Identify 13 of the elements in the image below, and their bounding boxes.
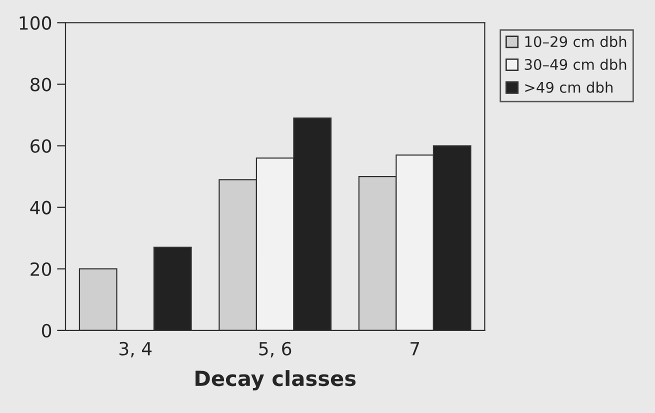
x-axis-title: Decay classes [196,370,356,390]
y-tick-label: 60 [30,139,52,153]
x-tick-label: 5, 6 [259,342,292,358]
x-tick-label: 3, 4 [120,342,152,358]
legend-label: >49 cm dbh [525,82,612,93]
y-tick-label: 20 [30,262,52,276]
y-tick-label: 80 [30,78,52,92]
y-tick-label: 0 [42,324,52,338]
x-tick-label: 7 [410,342,420,356]
legend-label: 10–29 cm dbh [525,36,626,48]
legend-label: 30–49 cm dbh [524,58,626,70]
y-tick-label: 40 [30,200,52,214]
y-tick-label: 100 [20,16,52,30]
